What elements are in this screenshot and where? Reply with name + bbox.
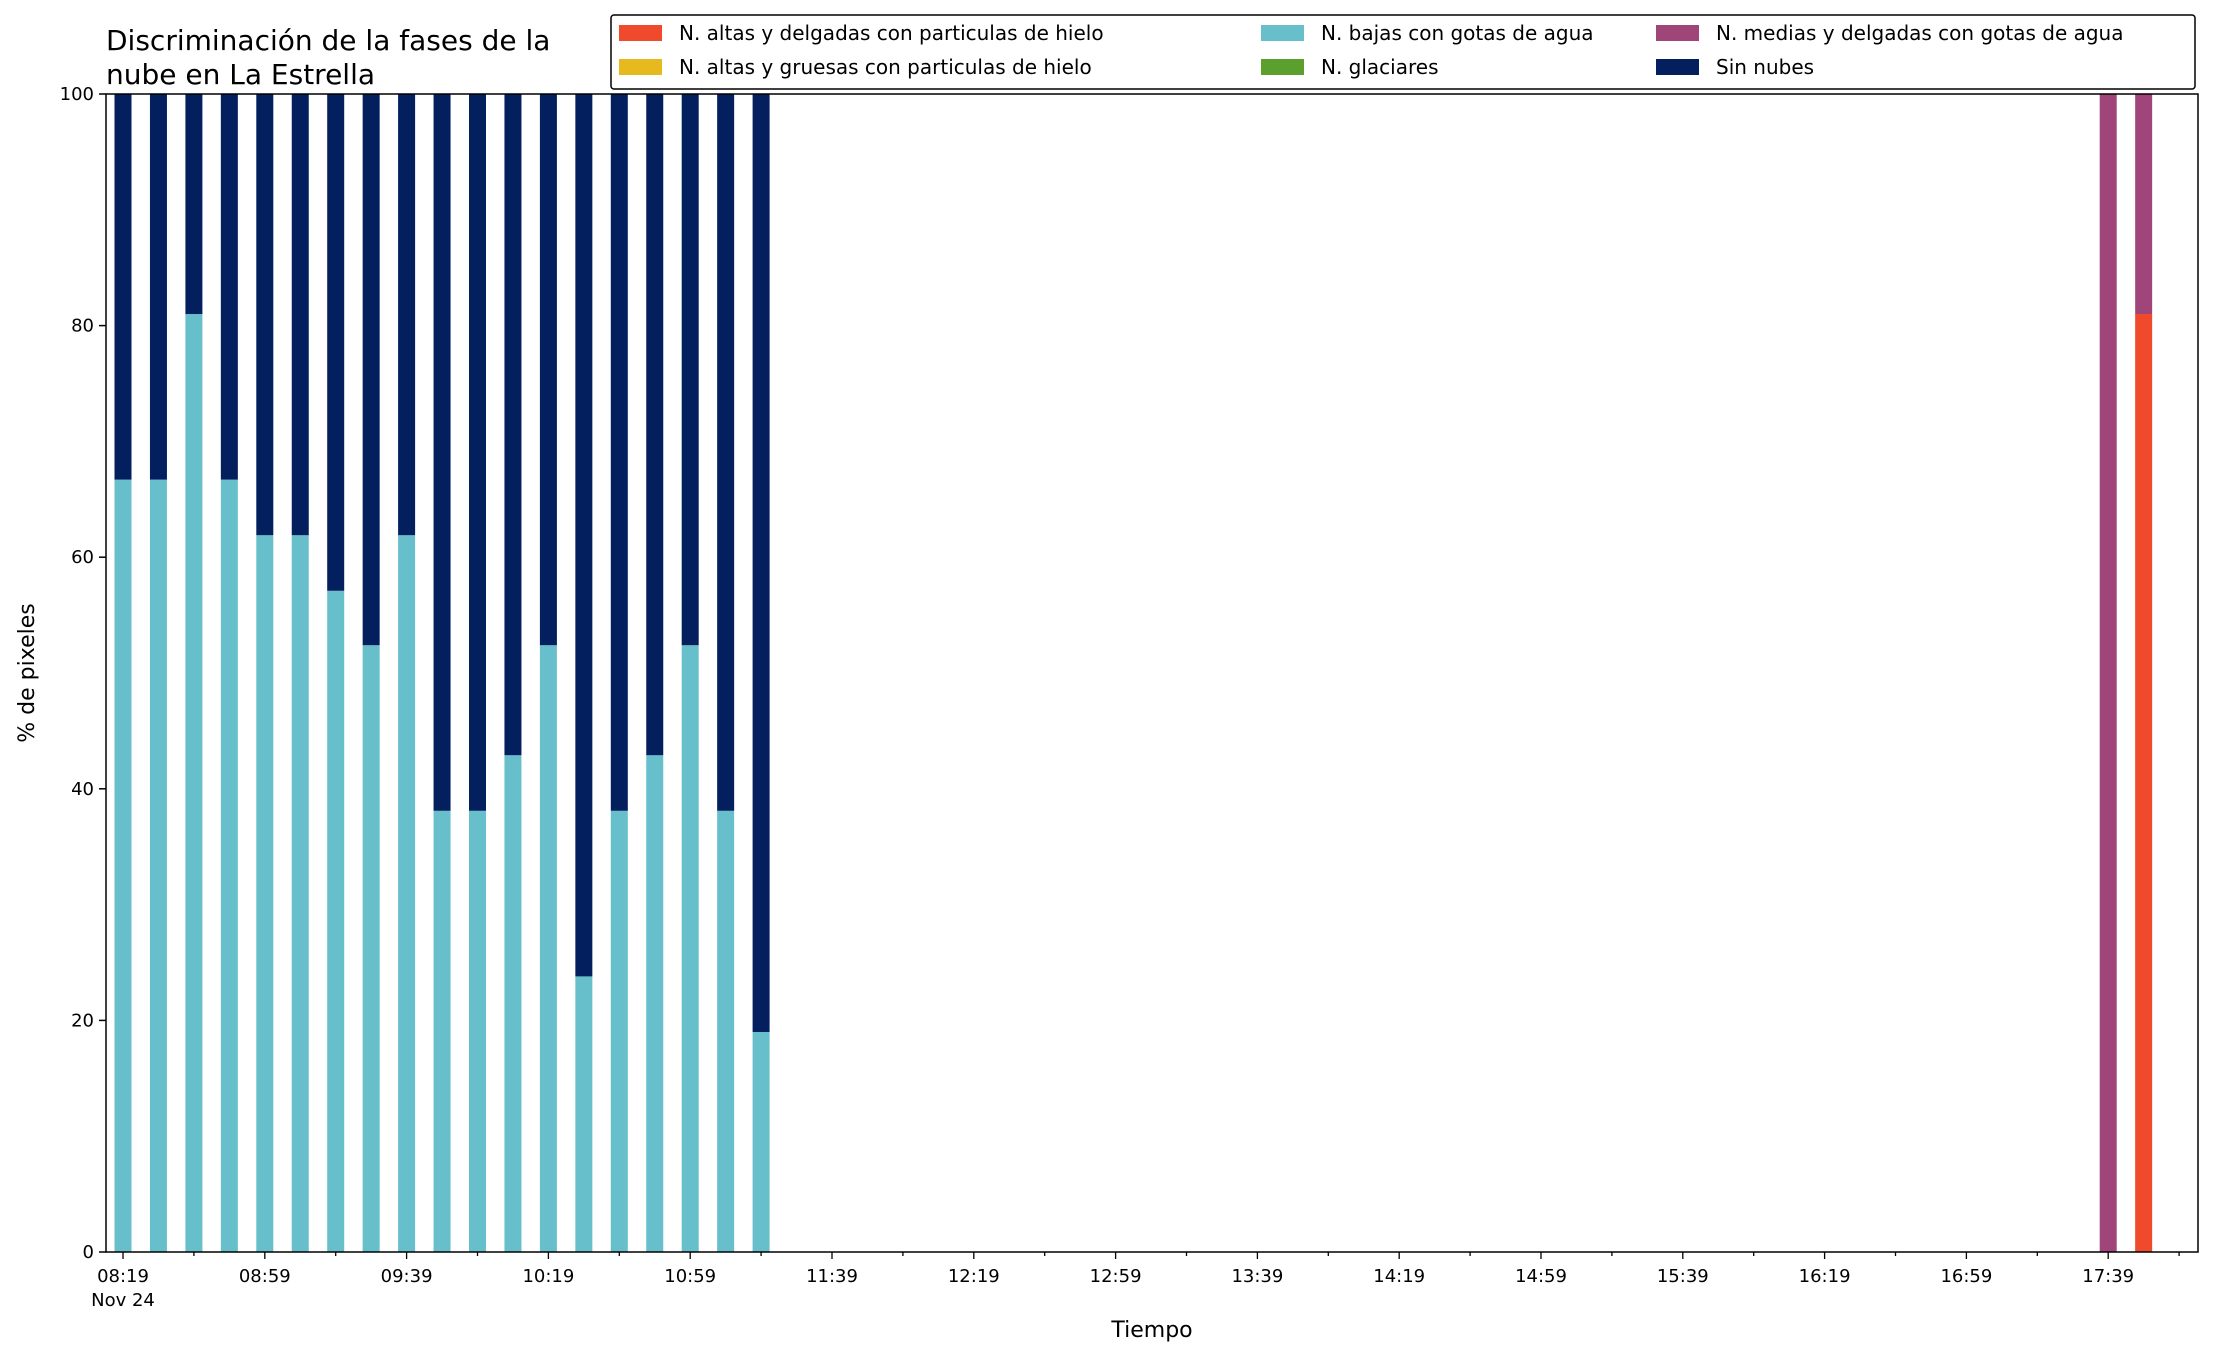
- bar-segment: [291, 94, 309, 536]
- plot-frame: [105, 93, 2199, 1253]
- bar-segment: [717, 810, 735, 1252]
- bar-segment: [469, 94, 486, 811]
- bar-segment: [398, 535, 416, 1252]
- bar-segment: [220, 479, 238, 1252]
- bar-segment: [185, 314, 203, 1252]
- bar-segment: [646, 94, 664, 756]
- legend-label: N. bajas con gotas de agua: [1321, 21, 1594, 45]
- bar-segment: [610, 94, 628, 811]
- x-tick-label: 10:19: [522, 1266, 574, 1287]
- bar-segment: [539, 94, 557, 646]
- y-tick-label: 60: [71, 547, 94, 568]
- axes-layer: [99, 93, 2199, 1259]
- bar-segment: [681, 645, 699, 1252]
- bar-segment: [398, 94, 416, 536]
- bar-segment: [362, 94, 380, 646]
- x-tick-label: 16:59: [1940, 1266, 1992, 1287]
- x-tick-date-label: Nov 24: [91, 1290, 155, 1311]
- legend-label: N. altas y gruesas con particulas de hie…: [679, 55, 1092, 79]
- x-tick-label: 08:59: [239, 1266, 291, 1287]
- legend: N. altas y delgadas con particulas de hi…: [610, 14, 2196, 90]
- bar-segment: [539, 645, 557, 1252]
- y-tick-label: 0: [83, 1242, 94, 1263]
- bar-segment: [2099, 94, 2117, 1252]
- text-layer: 0 20 40 60 80 100 08:19 08:59 09:39 10:19 10:59 11:…: [15, 24, 2134, 1343]
- bar-segment: [752, 1031, 770, 1252]
- bar-segment: [752, 94, 770, 1032]
- legend-swatch: [1261, 59, 1304, 75]
- bar-segment: [327, 590, 345, 1252]
- legend-swatch: [619, 59, 662, 75]
- x-tick-label: 17:39: [2082, 1266, 2134, 1287]
- x-tick-label: 14:59: [1515, 1266, 1567, 1287]
- x-tick-label: 13:39: [1231, 1266, 1283, 1287]
- legend-label: Sin nubes: [1716, 55, 1814, 79]
- legend-swatch: [619, 25, 662, 41]
- bar-segment: [469, 810, 486, 1252]
- bar-segment: [149, 94, 167, 480]
- legend-swatch: [1656, 59, 1699, 75]
- x-tick-label: 15:39: [1657, 1266, 1709, 1287]
- x-tick-label: 08:19: [97, 1266, 149, 1287]
- legend-box: [610, 14, 2196, 90]
- x-tick-label: 10:59: [664, 1266, 716, 1287]
- bar-segment: [149, 479, 167, 1252]
- bar-segment: [114, 479, 132, 1252]
- x-axis-label: Tiempo: [1110, 1318, 1192, 1343]
- bar-segment: [610, 810, 628, 1252]
- bar-segment: [256, 94, 274, 536]
- bar-segment: [575, 976, 593, 1252]
- x-tick-label: 11:39: [806, 1266, 858, 1287]
- bar-segment: [575, 94, 593, 977]
- legend-label: N. glaciares: [1321, 55, 1439, 79]
- legend-label: N. medias y delgadas con gotas de agua: [1716, 21, 2124, 45]
- bar-segment: [220, 94, 238, 480]
- x-tick-label: 09:39: [381, 1266, 433, 1287]
- legend-label: N. altas y delgadas con particulas de hi…: [679, 21, 1104, 45]
- chart-title: Discriminación de la fases de la nube en …: [106, 24, 550, 91]
- x-tick-label: 12:19: [948, 1266, 1000, 1287]
- bar-segment: [681, 94, 699, 646]
- bar-segment: [433, 94, 451, 811]
- legend-swatch: [1656, 25, 1699, 41]
- x-tick-label: 12:59: [1090, 1266, 1142, 1287]
- y-axis-label: % de pixeles: [15, 603, 40, 742]
- bar-segment: [504, 94, 522, 756]
- bars-layer: [114, 94, 2153, 1252]
- bar-segment: [185, 94, 203, 315]
- legend-swatch: [1261, 25, 1304, 41]
- y-tick-label: 20: [71, 1010, 94, 1031]
- y-tick-label: 100: [60, 84, 94, 105]
- bar-segment: [256, 535, 274, 1252]
- bar-segment: [362, 645, 380, 1252]
- x-tick-label: 14:19: [1373, 1266, 1425, 1287]
- x-tick-label: 16:19: [1799, 1266, 1851, 1287]
- bar-segment: [2135, 314, 2153, 1252]
- y-tick-label: 80: [71, 316, 94, 337]
- bar-segment: [504, 755, 522, 1252]
- bar-segment: [291, 535, 309, 1252]
- bar-segment: [433, 810, 451, 1252]
- bar-segment: [2135, 94, 2153, 315]
- bar-segment: [114, 94, 132, 480]
- y-tick-label: 40: [71, 779, 94, 800]
- bar-segment: [717, 94, 735, 811]
- bar-segment: [646, 755, 664, 1252]
- bar-segment: [327, 94, 345, 591]
